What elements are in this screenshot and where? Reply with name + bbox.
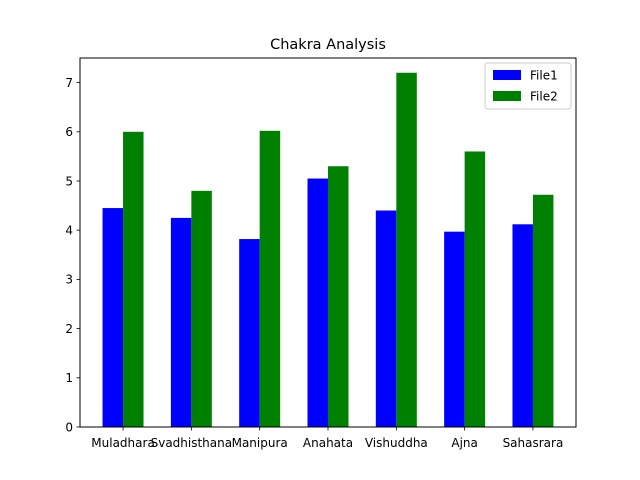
x-tick-label: Svadhisthana [151, 436, 233, 450]
legend-frame [484, 62, 572, 110]
x-tick-label: Muladhara [91, 436, 155, 450]
bar-file2-ajna [464, 151, 486, 428]
y-axis: 0 1 2 3 4 5 6 7 [65, 76, 80, 434]
bar-file1-ajna [444, 231, 465, 427]
y-tick-label: 7 [65, 76, 73, 90]
x-tick-label: Manipura [232, 436, 288, 450]
y-tick-label: 5 [65, 174, 73, 188]
x-tick-label: Ajna [451, 436, 478, 450]
y-tick-label: 6 [65, 125, 73, 139]
bar-file2-muladhara [123, 131, 144, 428]
legend-label-file2: File2 [530, 90, 558, 104]
x-tick-label: Sahasrara [503, 436, 564, 450]
legend: File1 File2 [484, 62, 572, 110]
chart-title: Chakra Analysis [270, 37, 386, 53]
legend-swatch-file1 [493, 70, 521, 80]
bar-file1-anahata [307, 178, 328, 427]
bar-file1-svadhisthana [170, 217, 192, 427]
x-tick-label: Anahata [303, 436, 353, 450]
bar-file2-sahasrara [532, 194, 554, 427]
y-tick-label: 4 [65, 224, 73, 238]
bar-file1-sahasrara [512, 224, 533, 427]
y-tick-label: 1 [65, 371, 73, 385]
bar-file2-anahata [328, 166, 349, 428]
bars-group [102, 72, 554, 428]
y-tick-label: 2 [65, 322, 73, 336]
legend-label-file1: File1 [530, 69, 558, 83]
bar-file2-vishuddha [396, 72, 417, 427]
bar-file1-vishuddha [375, 210, 397, 427]
y-tick-label: 3 [65, 273, 73, 287]
x-tick-label: Vishuddha [365, 436, 428, 450]
legend-swatch-file2 [493, 91, 521, 101]
bar-file1-manipura [239, 239, 260, 427]
y-tick-label: 0 [65, 420, 73, 434]
plot-frame [79, 57, 577, 428]
bar-file2-svadhisthana [191, 190, 212, 427]
bar-file1-muladhara [102, 208, 124, 427]
bar-file2-manipura [259, 130, 281, 428]
